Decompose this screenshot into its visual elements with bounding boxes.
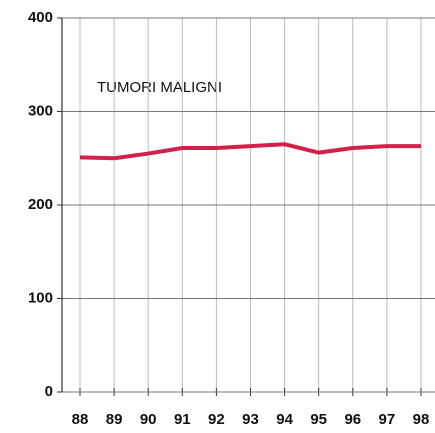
line: [79, 142, 421, 161]
y-tick-label: 0: [45, 383, 53, 400]
x-tick-label: 98: [413, 411, 430, 428]
y-tick-label: 200: [28, 196, 53, 213]
x-tick-label: 94: [276, 411, 293, 428]
x-tick-label: 91: [174, 411, 191, 428]
y-tick-label: 300: [28, 102, 53, 119]
y-tick-label: 400: [28, 9, 53, 26]
y-tick-label: 100: [28, 289, 53, 306]
x-tick-label: 96: [344, 411, 361, 428]
x-tick-label: 90: [140, 411, 157, 428]
x-tick-label: 88: [72, 411, 89, 428]
x-tick-label: 95: [310, 411, 327, 428]
x-tick-label: 97: [379, 411, 396, 428]
x-tick-label: 93: [242, 411, 259, 428]
x-tick-label: 89: [106, 411, 123, 428]
x-tick-label: 92: [208, 411, 225, 428]
chart-title: TUMORI MALIGNI: [97, 79, 222, 96]
